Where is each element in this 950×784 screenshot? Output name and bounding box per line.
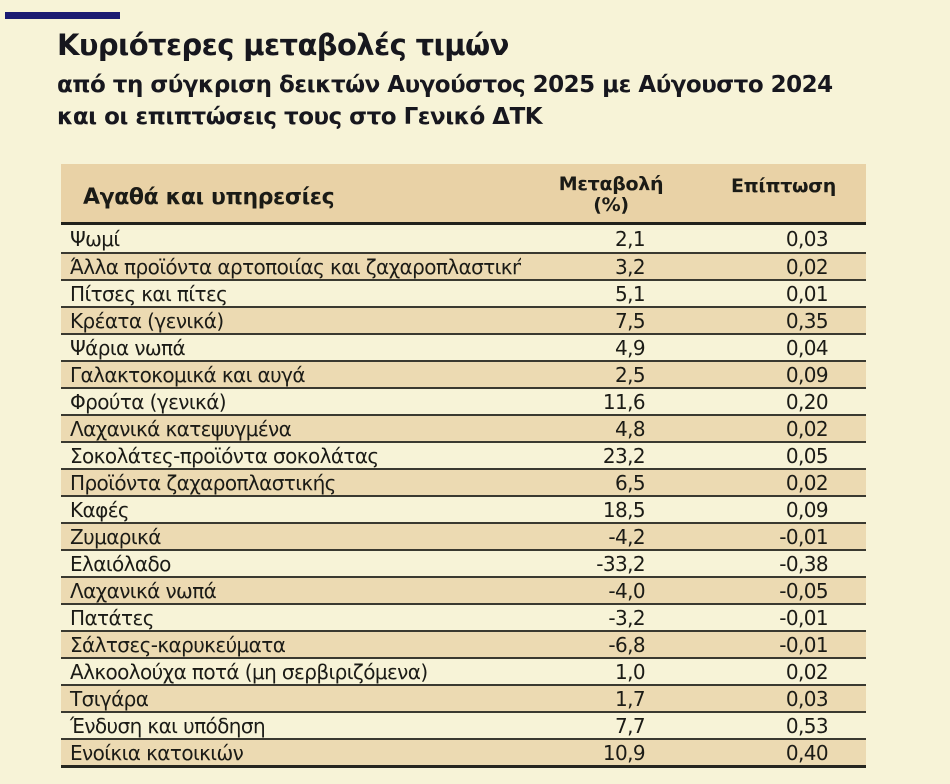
cell-change-value: 3,2 (614, 254, 646, 279)
cell-goods-label: Σάλτσες-καρυκεύματα (70, 632, 286, 657)
column-header-impact-label: Επίπτωση (730, 175, 836, 197)
cell-goods-label: Προϊόντα ζαχαροπλαστικής (70, 470, 336, 495)
table-header-row: Αγαθά και υπηρεσίες Μεταβολή (%) Επίπτωσ… (61, 164, 866, 225)
cell-impact-value: 0,01 (785, 281, 829, 306)
column-header-change-line1: Μεταβολή (558, 172, 664, 195)
table-row: Ψωμί 2,1 0,03 (61, 225, 866, 252)
table-row: Αλκοολούχα ποτά (μη σερβιριζόμενα) 1,0 0… (61, 657, 866, 684)
cell-impact-value: 0,03 (785, 226, 829, 251)
price-changes-table: Αγαθά και υπηρεσίες Μεταβολή (%) Επίπτωσ… (61, 164, 866, 768)
table-row: Κρέατα (γενικά) 7,5 0,35 (61, 306, 866, 333)
cell-impact-value: 0,02 (785, 470, 829, 495)
cell-change-value: -6,8 (608, 632, 645, 657)
cell-impact-value: 0,03 (785, 686, 829, 711)
cell-change-value: 11,6 (602, 389, 646, 414)
table-row: Φρούτα (γενικά) 11,6 0,20 (61, 387, 866, 414)
cell-impact-value: 0,02 (785, 416, 829, 441)
cell-goods-label: Σοκολάτες-προϊόντα σοκολάτας (70, 443, 379, 468)
cell-impact-value: -0,01 (779, 632, 828, 657)
column-header-change: Μεταβολή (%) (521, 164, 701, 222)
cell-change-value: 1,0 (614, 659, 646, 684)
cell-goods-label: Ένδυση και υπόδηση (70, 713, 266, 738)
cell-goods-label: Φρούτα (γενικά) (70, 389, 227, 414)
cell-goods-label: Ελαιόλαδο (70, 551, 171, 576)
column-header-goods: Αγαθά και υπηρεσίες (83, 184, 335, 210)
cell-impact-value: 0,02 (785, 659, 829, 684)
cell-impact-value: -0,38 (779, 551, 828, 576)
cell-impact-value: -0,01 (779, 605, 828, 630)
cell-change-value: 4,9 (614, 335, 646, 360)
cell-change-value: 18,5 (602, 497, 646, 522)
page-subtitle: από τη σύγκριση δεικτών Αυγούστος 2025 μ… (57, 70, 917, 133)
cell-impact-value: 0,05 (785, 443, 829, 468)
cell-impact-value: -0,01 (779, 524, 828, 549)
title-block: Κυριότερες μεταβολές τιμών από τη σύγκρι… (57, 30, 917, 134)
cell-change-value: 2,5 (614, 362, 646, 387)
cell-goods-label: Πατάτες (70, 605, 154, 630)
cell-impact-value: 0,09 (785, 362, 829, 387)
cell-change-value: -3,2 (608, 605, 645, 630)
cell-impact-value: 0,35 (785, 308, 829, 333)
cell-change-value: 23,2 (602, 443, 646, 468)
cell-change-value: 4,8 (614, 416, 646, 441)
table-row: Γαλακτοκομικά και αυγά 2,5 0,09 (61, 360, 866, 387)
cell-goods-label: Αλκοολούχα ποτά (μη σερβιριζόμενα) (70, 659, 428, 684)
cell-change-value: 7,7 (614, 713, 646, 738)
cell-impact-value: 0,04 (785, 335, 829, 360)
table-row: Ψάρια νωπά 4,9 0,04 (61, 333, 866, 360)
table-row: Λαχανικά κατεψυγμένα 4,8 0,02 (61, 414, 866, 441)
cell-impact-value: -0,05 (779, 578, 828, 603)
cell-change-value: 2,1 (614, 226, 646, 251)
column-header-impact: Επίπτωση (701, 164, 866, 222)
cell-goods-label: Τσιγάρα (70, 686, 149, 711)
cell-impact-value: 0,09 (785, 497, 829, 522)
table-body: Ψωμί 2,1 0,03 Άλλα προϊόντα αρτοποιίας κ… (61, 225, 866, 768)
table-row: Προϊόντα ζαχαροπλαστικής 6,5 0,02 (61, 468, 866, 495)
cell-change-value: -4,2 (608, 524, 645, 549)
table-row: Λαχανικά νωπά -4,0 -0,05 (61, 576, 866, 603)
cell-goods-label: Λαχανικά κατεψυγμένα (70, 416, 292, 441)
cell-goods-label: Κρέατα (γενικά) (70, 308, 224, 333)
cell-change-value: -4,0 (608, 578, 645, 603)
table-row: Πίτσες και πίτες 5,1 0,01 (61, 279, 866, 306)
table-row: Καφές 18,5 0,09 (61, 495, 866, 522)
table-row: Άλλα προϊόντα αρτοποιίας και ζαχαροπλαστ… (61, 252, 866, 279)
subtitle-line-1: από τη σύγκριση δεικτών Αυγούστος 2025 μ… (57, 72, 833, 99)
cell-goods-label: Πίτσες και πίτες (70, 281, 228, 306)
cell-change-value: 5,1 (614, 281, 646, 306)
cell-change-value: 10,9 (602, 740, 646, 765)
table-row: Ενοίκια κατοικιών 10,9 0,40 (61, 738, 866, 765)
cell-change-value: 6,5 (614, 470, 646, 495)
cell-impact-value: 0,20 (785, 389, 829, 414)
cell-impact-value: 0,02 (785, 254, 829, 279)
cell-goods-label: Ψάρια νωπά (70, 335, 186, 360)
table-row: Τσιγάρα 1,7 0,03 (61, 684, 866, 711)
page-title: Κυριότερες μεταβολές τιμών (57, 28, 509, 62)
column-header-change-line2: (%) (593, 194, 629, 216)
table-row: Πατάτες -3,2 -0,01 (61, 603, 866, 630)
table-row: Ένδυση και υπόδηση 7,7 0,53 (61, 711, 866, 738)
cell-change-value: -33,2 (596, 551, 645, 576)
cell-goods-label: Άλλα προϊόντα αρτοποιίας και ζαχαροπλαστ… (70, 254, 521, 279)
accent-bar (5, 12, 120, 19)
subtitle-line-2: και οι επιπτώσεις τους στο Γενικό ΔΤΚ (57, 104, 543, 131)
cell-goods-label: Γαλακτοκομικά και αυγά (70, 362, 306, 387)
cell-impact-value: 0,53 (785, 713, 829, 738)
cell-change-value: 7,5 (614, 308, 646, 333)
cell-goods-label: Ζυμαρικά (70, 524, 161, 549)
cell-goods-label: Ψωμί (70, 226, 120, 251)
cell-goods-label: Ενοίκια κατοικιών (70, 740, 244, 765)
table-row: Ελαιόλαδο -33,2 -0,38 (61, 549, 866, 576)
table-row: Σάλτσες-καρυκεύματα -6,8 -0,01 (61, 630, 866, 657)
cell-change-value: 1,7 (614, 686, 646, 711)
table-row: Σοκολάτες-προϊόντα σοκολάτας 23,2 0,05 (61, 441, 866, 468)
cell-goods-label: Λαχανικά νωπά (70, 578, 217, 603)
table-row: Ζυμαρικά -4,2 -0,01 (61, 522, 866, 549)
cell-impact-value: 0,40 (785, 740, 829, 765)
cell-goods-label: Καφές (70, 497, 130, 522)
